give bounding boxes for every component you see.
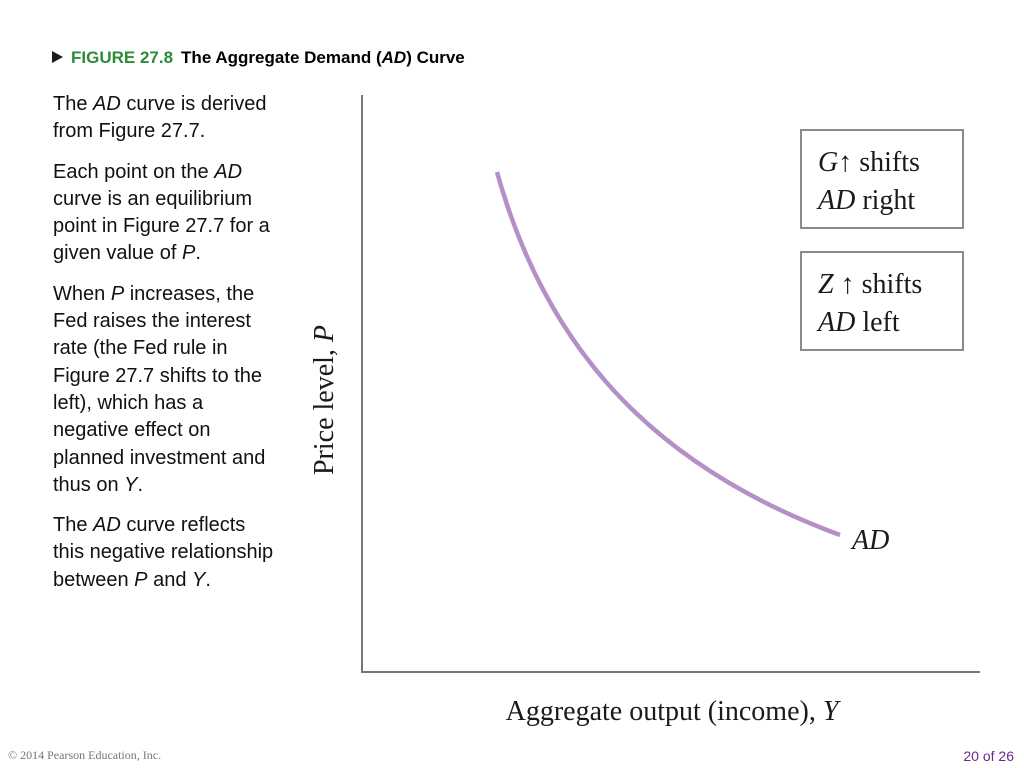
- text-run: and: [147, 568, 192, 591]
- text-run: curve is an equilibrium point in Figure …: [53, 187, 270, 265]
- text-run: Aggregate output (income),: [505, 696, 823, 727]
- text-run: Price level,: [309, 342, 340, 476]
- paragraph: When P increases, the Fed raises the int…: [53, 281, 275, 499]
- text-run: .: [195, 242, 201, 265]
- curve-label: AD: [852, 525, 890, 556]
- y-axis-label: Price level, P: [309, 325, 341, 475]
- text-run: P: [181, 242, 196, 265]
- text-run: P: [309, 324, 340, 343]
- box-line: AD left: [818, 304, 962, 342]
- text-run: The: [53, 514, 94, 537]
- text-run: P: [134, 568, 148, 591]
- text-run: .: [137, 473, 144, 496]
- text-run: When: [53, 282, 111, 305]
- text-run: AD: [381, 48, 407, 67]
- text-run: AD: [93, 514, 121, 537]
- text-run: left: [855, 307, 900, 338]
- text-run: Each point on the: [53, 160, 215, 183]
- text-run: curve is derived from Figure 27.7.: [53, 93, 267, 143]
- page-number: 20 of 26: [963, 748, 1014, 764]
- text-run: ↑ shifts: [838, 147, 920, 178]
- text-run: Y: [822, 696, 839, 727]
- paragraph: The AD curve reflects this negative rela…: [53, 512, 275, 594]
- text-run: ) Curve: [406, 48, 465, 67]
- note-box: Z ↑ shifts AD left: [800, 251, 964, 351]
- text-run: The: [53, 93, 94, 115]
- box-line: AD right: [818, 182, 962, 220]
- box-line: Z ↑ shifts: [818, 266, 962, 304]
- figure-title: FIGURE 27.8 The Aggregate Demand (AD) Cur…: [52, 48, 465, 68]
- text-run: P: [110, 282, 125, 305]
- copyright: © 2014 Pearson Education, Inc.: [8, 748, 162, 762]
- paragraph: Each point on the AD curve is an equilib…: [53, 159, 275, 268]
- bullet-triangle: [52, 51, 63, 63]
- note-box: G↑ shifts AD right: [800, 129, 964, 229]
- text-run: The Aggregate Demand (: [181, 48, 382, 67]
- text-run: AD: [818, 307, 856, 338]
- text-run: AD: [93, 93, 121, 115]
- text-run: right: [855, 185, 916, 216]
- text-run: Y: [192, 568, 206, 591]
- text-run: increases, the Fed raises the interest r…: [53, 282, 266, 496]
- text-run: .: [205, 568, 211, 591]
- text-run: curve reflects this negative relationshi…: [53, 514, 274, 591]
- text-run: AD: [214, 160, 243, 183]
- ad-curve: [494, 171, 841, 538]
- text-run: Z: [818, 269, 834, 300]
- figure-label: FIGURE 27.8: [71, 48, 174, 67]
- body-text: The AD curve is derived from Figure 27.7…: [53, 91, 275, 607]
- text-run: G: [818, 147, 839, 178]
- text-run: ↑ shifts: [833, 269, 923, 300]
- text-run: AD: [818, 185, 856, 216]
- title-text: The Aggregate Demand (AD) Curve: [181, 48, 465, 67]
- text-run: Y: [124, 473, 138, 496]
- paragraph: The AD curve is derived from Figure 27.7…: [53, 91, 275, 146]
- x-axis-label: Aggregate output (income), Y: [506, 696, 839, 728]
- box-line: G↑ shifts: [818, 144, 962, 182]
